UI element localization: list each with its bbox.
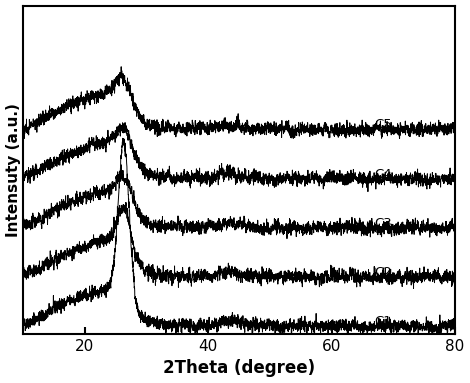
Text: C3: C3 (375, 217, 392, 230)
Text: C4: C4 (375, 168, 392, 181)
Text: C1: C1 (375, 315, 392, 328)
Y-axis label: Intensuty (a.u.): Intensuty (a.u.) (6, 103, 21, 237)
X-axis label: 2Theta (degree): 2Theta (degree) (163, 359, 315, 377)
Text: C5: C5 (375, 118, 392, 131)
Text: C2: C2 (375, 266, 392, 279)
